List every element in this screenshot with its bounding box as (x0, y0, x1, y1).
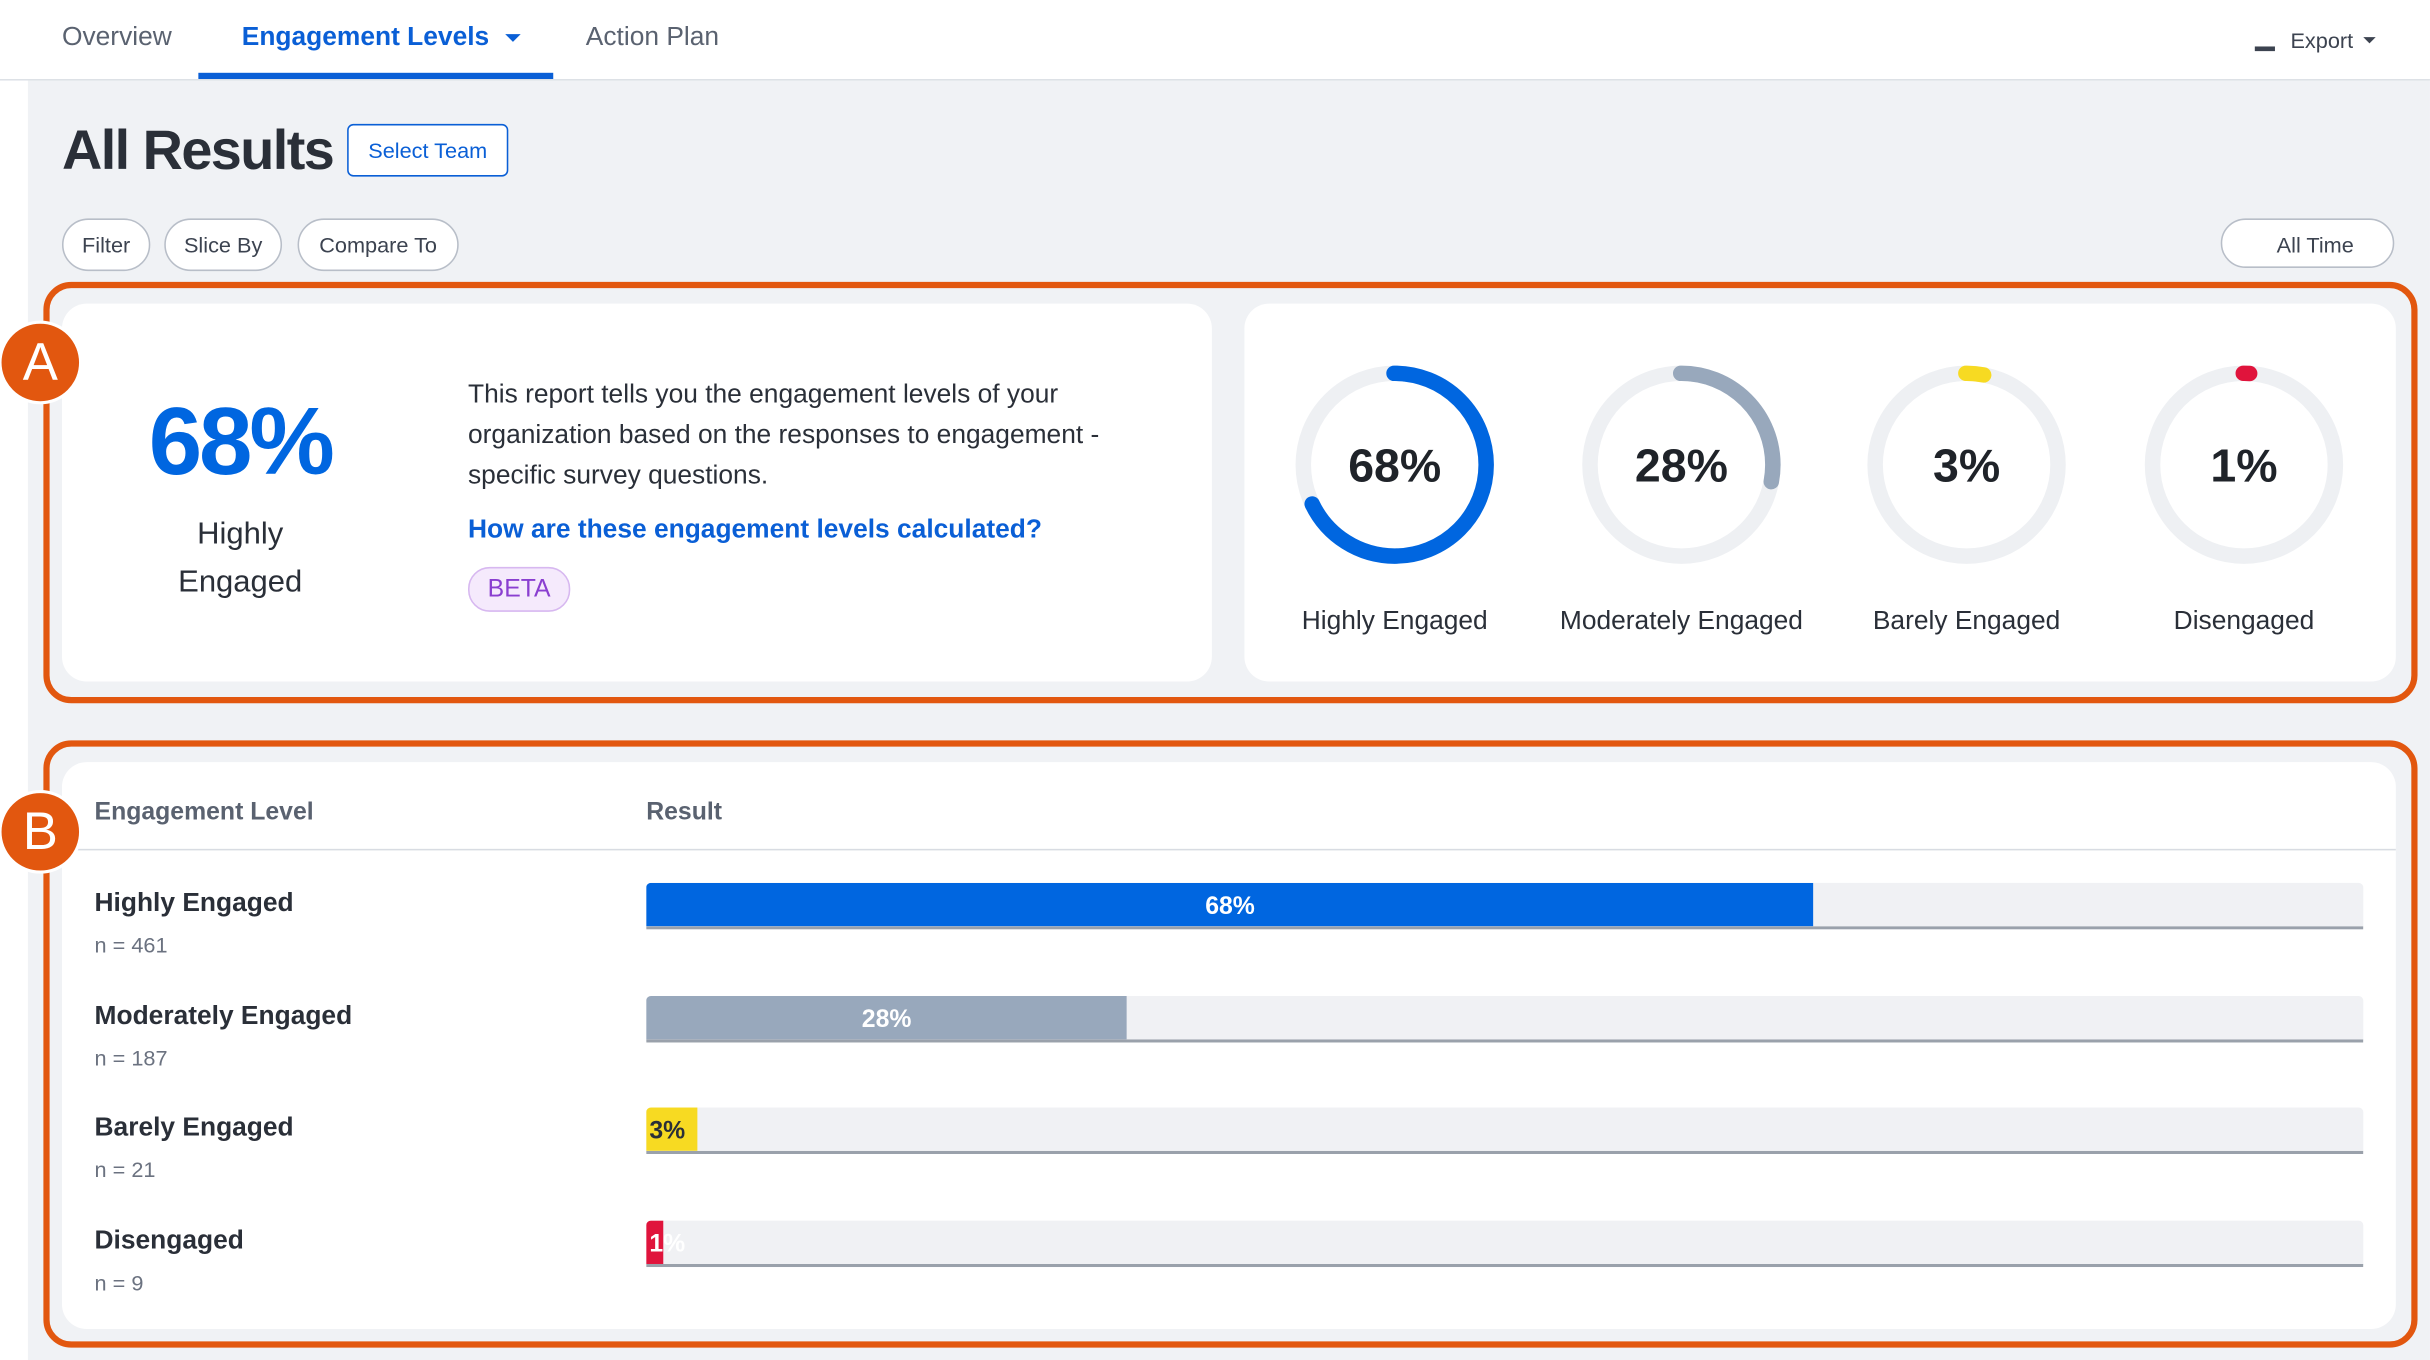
callout-label: B (0, 789, 83, 874)
bar (646, 1219, 664, 1264)
tab-active[interactable]: Engagement Levels (241, 21, 490, 52)
page-title: All Results (61, 117, 335, 182)
divider (61, 848, 2396, 851)
bar (646, 882, 1814, 927)
filter-button[interactable]: Slice By (164, 218, 283, 272)
tab[interactable]: Action Plan (585, 21, 720, 52)
caret (505, 34, 521, 49)
date-range-button[interactable]: All Time (2220, 218, 2395, 268)
filter-button[interactable]: Compare To (297, 218, 459, 272)
bar-label: 1% (649, 1230, 686, 1258)
bar-track: 68% (646, 882, 2364, 930)
filter-button[interactable]: Filter (61, 218, 151, 272)
description: This report tells you the engagement lev… (468, 379, 1100, 490)
bar-label: 3% (649, 1118, 686, 1145)
summary-label: Highly Engaged (178, 517, 303, 600)
export-button[interactable]: Export (2290, 27, 2354, 53)
column-header: Result (646, 799, 723, 826)
row-label: Highly Engaged (94, 887, 294, 918)
donut-label: Moderately Engaged (1560, 605, 1803, 635)
row-count: n = 187 (94, 1044, 168, 1070)
bar (646, 995, 1127, 1039)
column-header: Engagement Level (94, 799, 314, 826)
tab[interactable]: Overview (61, 21, 172, 52)
bar-track: 3% (646, 1107, 2364, 1155)
tab-underline (198, 72, 554, 79)
donut-arc (2144, 365, 2344, 564)
row-count: n = 9 (94, 1269, 144, 1295)
callout-label: A (0, 320, 83, 405)
donut-arc (1295, 365, 1494, 564)
row-count: n = 461 (94, 932, 168, 958)
bar-label: 68% (1205, 893, 1255, 921)
bar (646, 1107, 698, 1151)
donut-label: Highly Engaged (1302, 605, 1488, 635)
donut-arc (1867, 365, 2066, 564)
beta-badge: BETA (468, 566, 571, 612)
donut-card (1244, 303, 2396, 682)
donut-label: Disengaged (2174, 605, 2315, 635)
export-icon (2254, 26, 2275, 52)
row-count: n = 21 (94, 1157, 156, 1182)
summary-card (61, 303, 1212, 682)
summary-value: 68% (148, 388, 335, 496)
row-label: Moderately Engaged (94, 999, 353, 1030)
bar-label: 28% (861, 1006, 912, 1033)
select-team-button[interactable]: Select Team (347, 123, 509, 177)
help-link[interactable]: How are these engagement levels calculat… (468, 514, 1042, 544)
donut-value: 3% (1933, 440, 2000, 492)
nav-bar (0, 0, 2430, 81)
donut-value: 28% (1635, 440, 1728, 492)
donut-value: 68% (1348, 440, 1441, 492)
callout-box (43, 740, 2418, 1348)
bar-track: 28% (646, 995, 2364, 1042)
donut-value: 1% (2210, 440, 2277, 492)
bar-track: 1% (646, 1219, 2364, 1267)
donut-arc (1582, 365, 1781, 564)
donut-chart: 68% Highly Engaged 28% Moderately Engaged 3%… (1295, 365, 2344, 635)
row-label: Barely Engaged (94, 1112, 294, 1142)
caret (2363, 37, 2376, 49)
donut-label: Barely Engaged (1873, 605, 2060, 635)
row-label: Disengaged (94, 1224, 244, 1254)
callout-box (43, 281, 2418, 704)
